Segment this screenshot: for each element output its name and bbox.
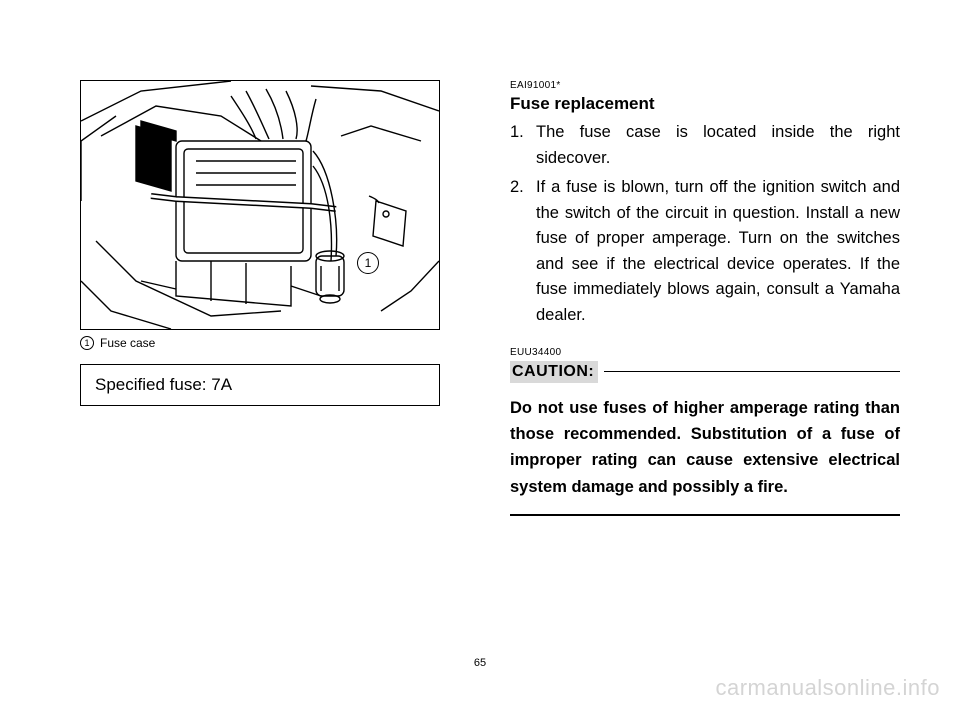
caution-end-rule [510, 514, 900, 516]
specified-fuse-box: Specified fuse: 7A [80, 364, 440, 406]
fuse-case-figure: 1 [80, 80, 440, 330]
instruction-item-2: 2. If a fuse is blown, turn off the igni… [536, 175, 900, 328]
instruction-list: 1. The fuse case is located inside the r… [510, 120, 900, 329]
section-title: Fuse replacement [510, 94, 900, 114]
figure-caption: 1 Fuse case [80, 336, 470, 350]
instruction-2-number: 2. [510, 175, 524, 201]
instruction-item-1: 1. The fuse case is located inside the r… [536, 120, 900, 171]
caution-text: Do not use fuses of higher amperage rati… [510, 395, 900, 501]
watermark: carmanualsonline.info [715, 675, 940, 701]
caution-rule [604, 371, 900, 373]
specified-fuse-text: Specified fuse: 7A [95, 375, 232, 394]
instruction-2-text: If a fuse is blown, turn off the ignitio… [536, 178, 900, 324]
instruction-1-number: 1. [510, 120, 524, 146]
fuse-case-illustration [81, 81, 439, 329]
right-column: EAI91001* Fuse replacement 1. The fuse c… [510, 80, 900, 516]
instruction-1-text: The fuse case is located inside the righ… [536, 123, 900, 167]
caution-code: EUU34400 [510, 347, 900, 358]
caution-header-row: CAUTION: [510, 361, 900, 383]
section-code: EAI91001* [510, 80, 900, 91]
caption-number: 1 [84, 338, 89, 348]
callout-1-circle: 1 [357, 252, 379, 274]
page-container: 1 1 Fuse case Specified fuse: 7A EAI9100… [0, 0, 960, 516]
left-column: 1 1 Fuse case Specified fuse: 7A [80, 80, 470, 516]
page-number: 65 [474, 657, 486, 669]
caption-label: Fuse case [100, 336, 155, 350]
caution-label: CAUTION: [510, 361, 598, 383]
caption-number-circle: 1 [80, 336, 94, 350]
caution-section: EUU34400 CAUTION: Do not use fuses of hi… [510, 347, 900, 516]
callout-1-number: 1 [365, 256, 372, 270]
